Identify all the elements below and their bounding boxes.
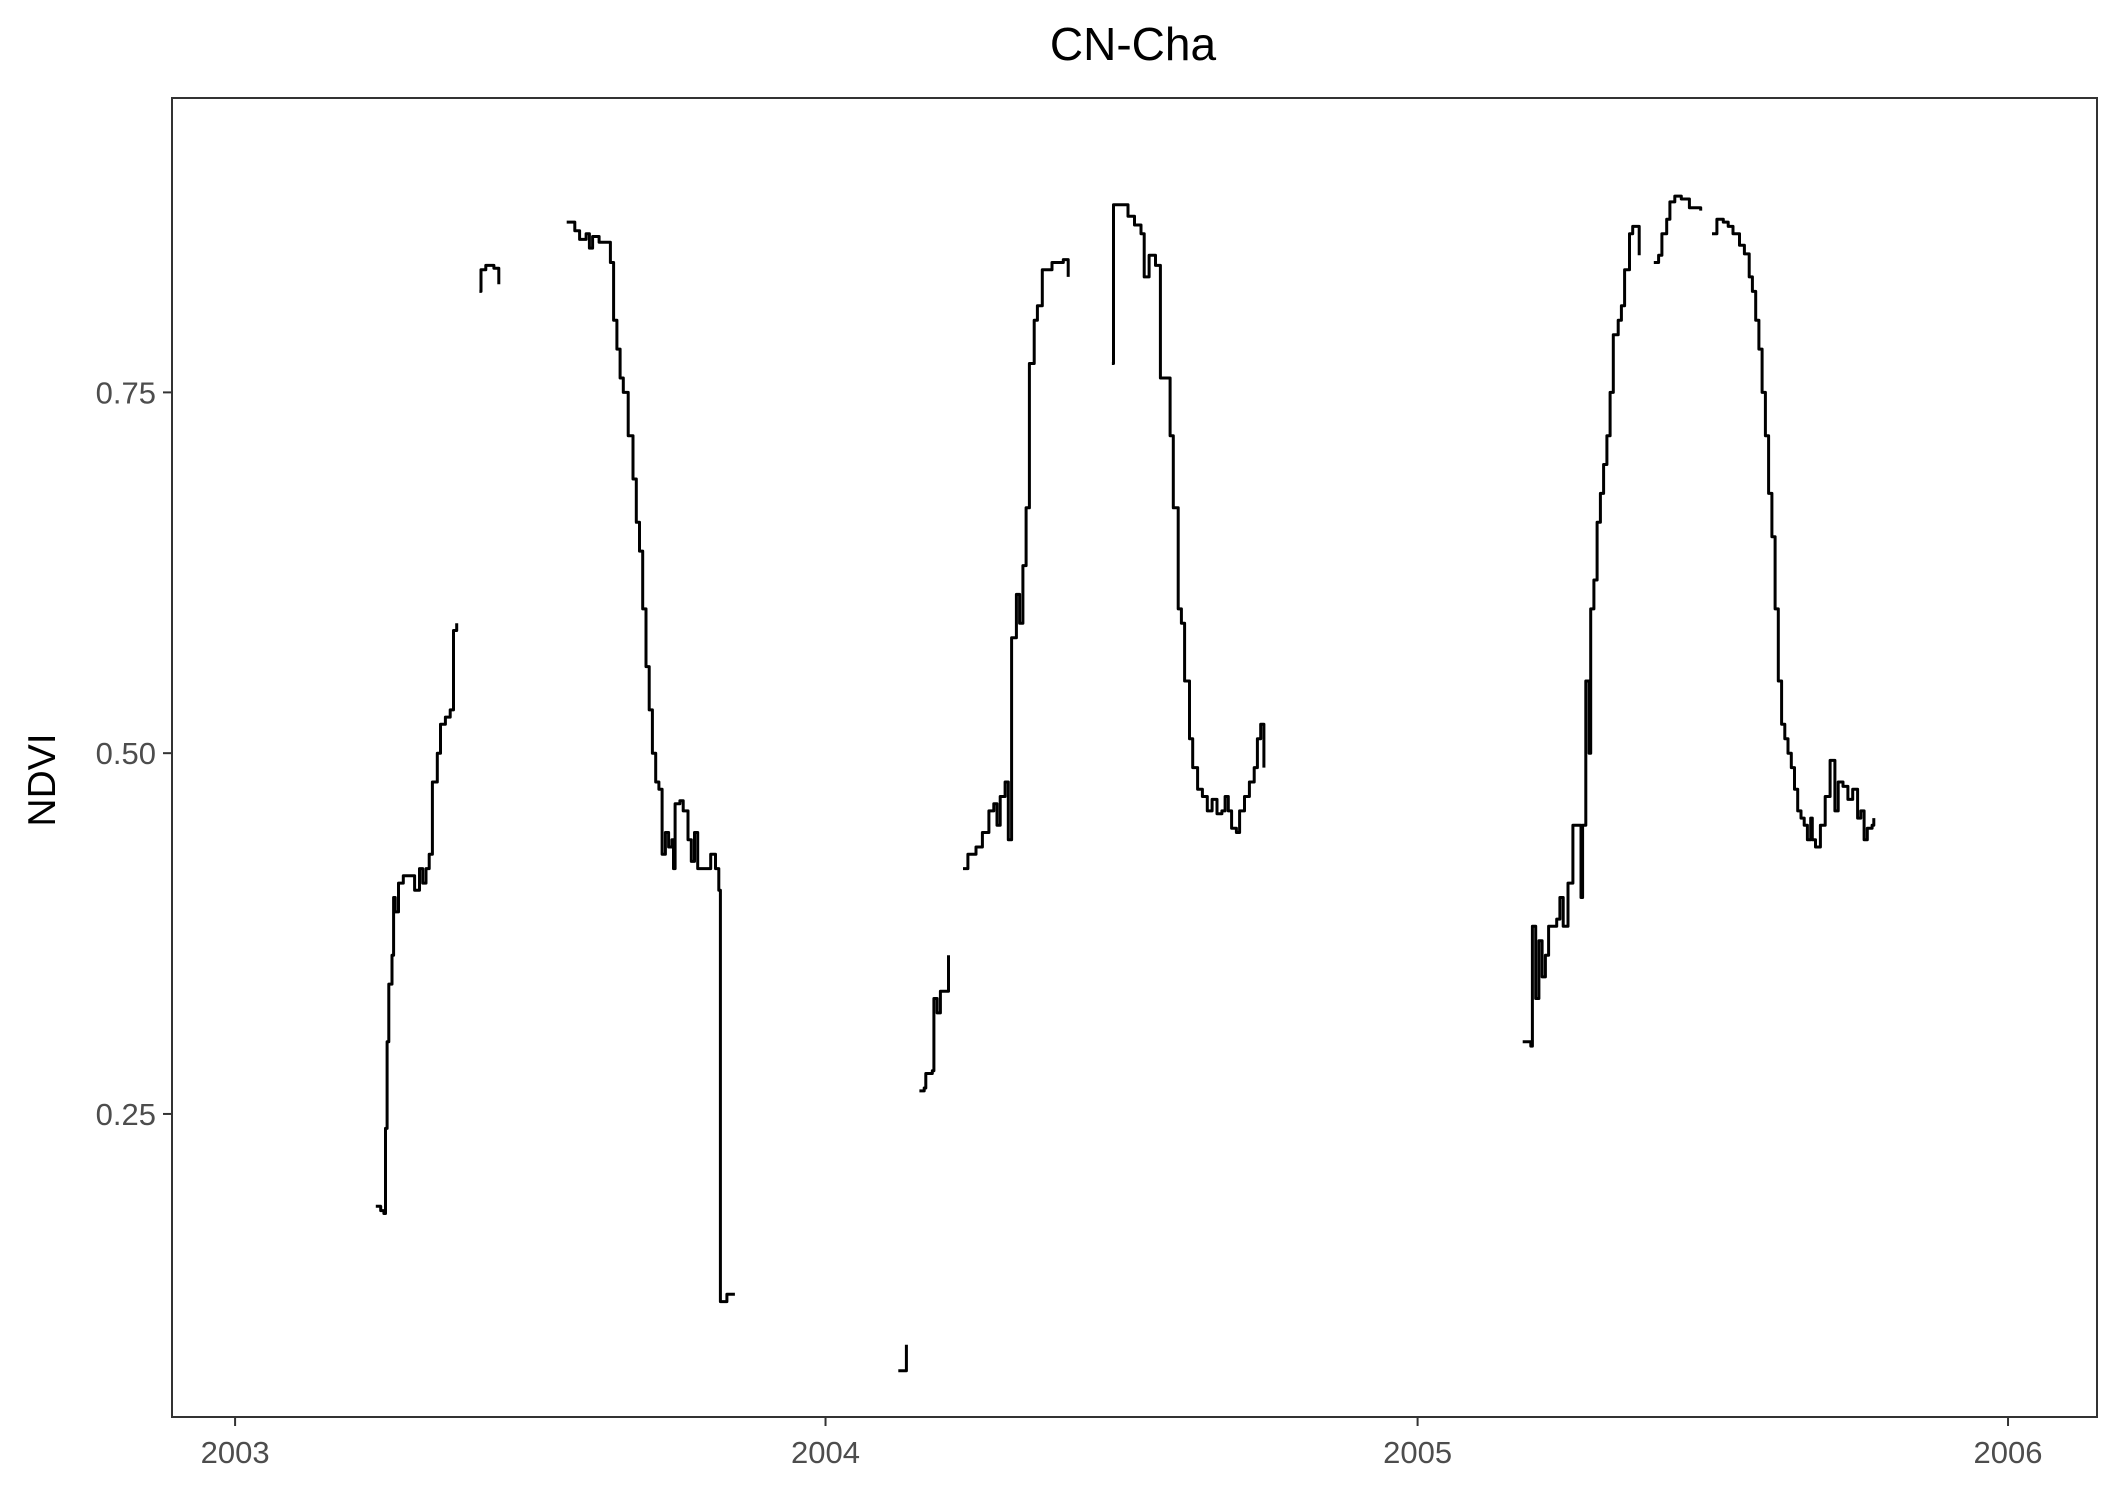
y-tick-label: 0.25 <box>96 1097 156 1132</box>
plot-panel-border <box>171 97 2098 1418</box>
x-axis-ticks: 2003 2004 2005 2006 <box>201 1417 2043 1470</box>
x-tick-label: 2006 <box>1974 1435 2043 1470</box>
y-axis-title: NDVI <box>21 733 64 826</box>
y-axis-ticks: 0.25 0.50 0.75 <box>96 375 172 1132</box>
series-2-segment-2 <box>919 955 950 1093</box>
series-3-segment-2 <box>1653 194 1703 264</box>
y-tick-label: 0.75 <box>96 375 156 410</box>
chart-title: CN-Cha <box>1050 18 1217 70</box>
x-tick-label: 2004 <box>791 1435 860 1470</box>
series-2-segment-4 <box>1111 203 1266 834</box>
x-tick-label: 2003 <box>201 1435 270 1470</box>
series-2-segment-1 <box>898 1344 908 1373</box>
series-3-segment-3 <box>1712 217 1876 849</box>
series-1-segment-2 <box>479 263 501 293</box>
x-tick-label: 2005 <box>1383 1435 1452 1470</box>
series-1-segment-1 <box>375 623 459 1215</box>
series-2-segment-3 <box>963 258 1070 871</box>
series-3-segment-1 <box>1522 224 1641 1048</box>
series-1-segment-3 <box>566 220 735 1304</box>
series-layer <box>375 194 1876 1373</box>
y-tick-label: 0.50 <box>96 736 156 771</box>
